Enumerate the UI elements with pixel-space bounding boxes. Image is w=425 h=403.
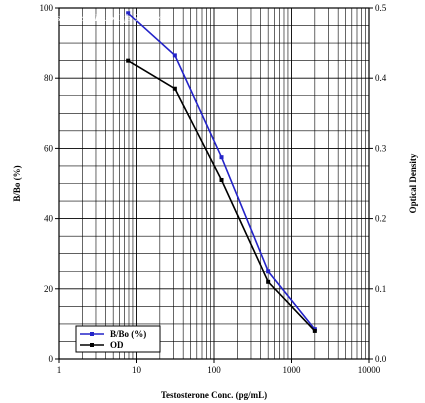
- series-line-2: [127, 60, 316, 332]
- y-tick-label: 80: [44, 73, 54, 83]
- legend: B/Bo (%)OD: [75, 325, 161, 353]
- x-tick-label: 10: [132, 365, 142, 375]
- legend-label: OD: [110, 340, 124, 350]
- x-tick-label: 100: [207, 365, 221, 375]
- data-point: [172, 86, 177, 91]
- y2-tick-label: 0.4: [375, 73, 387, 83]
- data-point: [219, 155, 224, 160]
- data-point: [219, 177, 224, 182]
- data-point: [266, 279, 271, 284]
- y-axis-label: B/Bo (%): [12, 165, 22, 201]
- y2-tick-label: 0.2: [375, 214, 386, 224]
- data-point: [126, 58, 131, 63]
- y-tick-label: 100: [40, 3, 54, 13]
- y2-tick-label: 0.5: [375, 3, 387, 13]
- legend-box: [75, 325, 161, 353]
- grid-lines: [58, 7, 369, 360]
- data-point: [172, 53, 177, 58]
- y2-tick-label: 0.0: [375, 354, 387, 364]
- x-axis-label: Testosterone Conc. (pg/mL): [161, 390, 267, 400]
- y2-axis-label: Optical Density: [408, 153, 418, 213]
- legend-marker: [90, 332, 94, 336]
- data-point: [126, 11, 131, 16]
- legend-marker: [90, 343, 94, 347]
- x-tick-label: 10000: [358, 365, 381, 375]
- y-tick-label: 0: [49, 354, 54, 364]
- y-tick-label: 40: [44, 214, 54, 224]
- series-layer: [126, 11, 317, 333]
- y2-tick-label: 0.1: [375, 284, 386, 294]
- x-tick-label: 1000: [283, 365, 302, 375]
- watermark-text: with permission from Enzo Life Sciences: [12, 13, 166, 24]
- y-tick-label: 20: [44, 284, 54, 294]
- x-tick-label: 1: [57, 365, 62, 375]
- axis-ticks: 1 10 100 1000 10000 0 20 40 60 80 100 0.0 0.1 0.2 0.3 0…: [40, 3, 387, 375]
- y2-tick-label: 0.3: [375, 143, 387, 153]
- data-point: [312, 328, 317, 333]
- legend-label: B/Bo (%): [110, 329, 146, 339]
- data-point: [266, 269, 271, 274]
- y-tick-label: 60: [44, 143, 54, 153]
